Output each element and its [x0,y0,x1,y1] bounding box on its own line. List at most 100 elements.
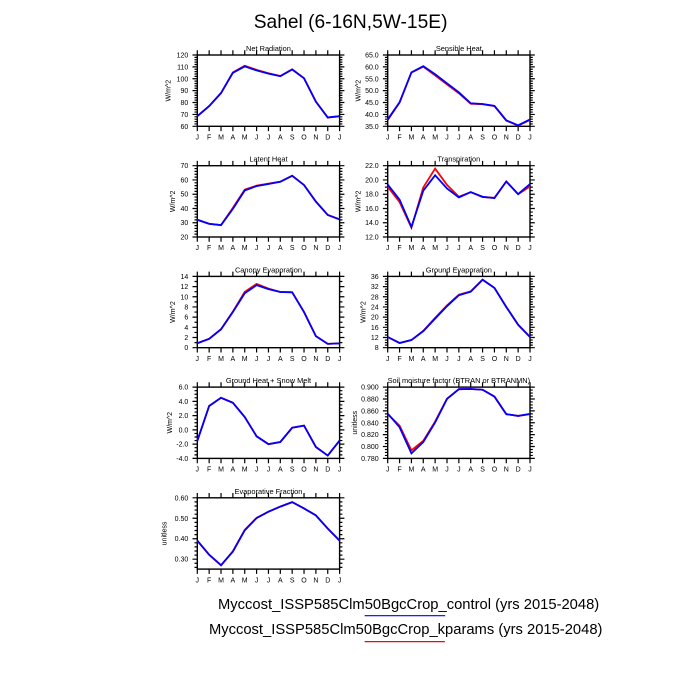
svg-text:D: D [516,245,521,252]
svg-text:M: M [218,245,224,252]
svg-text:O: O [492,467,498,474]
svg-text:65.0: 65.0 [365,53,379,60]
svg-text:J: J [528,467,532,474]
svg-text:D: D [325,135,330,142]
svg-text:M: M [218,135,224,142]
svg-text:60: 60 [181,177,189,184]
svg-text:50: 50 [181,192,189,199]
svg-text:0.40: 0.40 [175,536,189,543]
svg-text:Ground Heat + Snow Melt: Ground Heat + Snow Melt [226,376,311,385]
svg-text:Canopy Evaporation: Canopy Evaporation [235,265,302,274]
svg-text:J: J [386,356,390,363]
svg-text:J: J [386,467,390,474]
svg-text:O: O [492,356,498,363]
svg-text:M: M [432,135,438,142]
svg-text:D: D [516,467,521,474]
svg-text:J: J [255,467,259,474]
svg-text:4.0: 4.0 [179,399,189,406]
svg-text:F: F [207,577,211,584]
svg-text:0.0: 0.0 [179,427,189,434]
svg-text:0.780: 0.780 [361,456,379,463]
svg-text:F: F [397,356,401,363]
svg-text:0.880: 0.880 [361,396,379,403]
svg-text:M: M [242,356,248,363]
svg-text:J: J [445,135,449,142]
svg-text:10: 10 [181,294,189,301]
svg-text:J: J [267,356,271,363]
svg-text:D: D [325,577,330,584]
svg-text:S: S [290,577,295,584]
svg-text:W/m^2: W/m^2 [170,301,177,323]
svg-text:20: 20 [181,235,189,242]
svg-text:8: 8 [375,345,379,352]
svg-text:A: A [231,356,236,363]
svg-text:M: M [218,356,224,363]
svg-text:M: M [432,245,438,252]
svg-text:2.0: 2.0 [179,413,189,420]
svg-text:A: A [421,467,426,474]
svg-text:J: J [338,356,342,363]
svg-text:32: 32 [371,284,379,291]
svg-text:M: M [242,577,248,584]
svg-text:D: D [325,245,330,252]
svg-text:55.0: 55.0 [365,76,379,83]
svg-text:M: M [242,467,248,474]
svg-text:0.30: 0.30 [175,557,189,564]
svg-text:M: M [408,467,414,474]
svg-text:40.0: 40.0 [365,112,379,119]
svg-text:0: 0 [184,345,188,352]
svg-text:Sahel (6-16N,5W-15E): Sahel (6-16N,5W-15E) [254,12,448,33]
svg-text:36: 36 [371,274,379,281]
svg-text:0.60: 0.60 [175,495,189,502]
svg-text:J: J [445,245,449,252]
svg-text:F: F [397,245,401,252]
svg-text:J: J [528,356,532,363]
svg-text:22.0: 22.0 [365,163,379,170]
svg-text:70: 70 [181,163,189,170]
svg-text:A: A [278,245,283,252]
svg-text:O: O [301,245,307,252]
svg-text:D: D [325,467,330,474]
svg-text:M: M [218,577,224,584]
svg-text:60: 60 [181,124,189,131]
svg-text:8: 8 [184,304,188,311]
svg-text:70: 70 [181,112,189,119]
svg-text:A: A [278,135,283,142]
svg-text:A: A [231,245,236,252]
svg-text:N: N [313,577,318,584]
svg-text:S: S [480,135,485,142]
svg-text:D: D [516,356,521,363]
svg-text:W/m^2: W/m^2 [355,80,362,102]
svg-text:M: M [432,467,438,474]
svg-text:W/m^2: W/m^2 [361,301,368,323]
svg-text:J: J [255,577,259,584]
svg-text:S: S [290,245,295,252]
svg-text:40: 40 [181,206,189,213]
svg-text:35.0: 35.0 [365,124,379,131]
svg-text:J: J [528,245,532,252]
svg-text:50.0: 50.0 [365,88,379,95]
svg-text:W/m^2: W/m^2 [167,412,174,434]
svg-text:Transpiration: Transpiration [437,155,480,164]
svg-text:D: D [516,135,521,142]
svg-text:J: J [338,245,342,252]
svg-text:A: A [468,135,473,142]
svg-text:100: 100 [177,76,189,83]
svg-text:O: O [492,245,498,252]
svg-text:J: J [196,245,200,252]
svg-text:A: A [468,356,473,363]
svg-text:S: S [480,356,485,363]
svg-text:W/m^2: W/m^2 [170,190,177,212]
svg-text:N: N [504,467,509,474]
svg-text:O: O [301,356,307,363]
svg-text:A: A [278,356,283,363]
svg-text:120: 120 [177,53,189,60]
svg-text:J: J [386,135,390,142]
svg-text:A: A [278,467,283,474]
svg-text:S: S [290,135,295,142]
svg-text:20.0: 20.0 [365,177,379,184]
svg-text:A: A [231,135,236,142]
svg-text:N: N [313,356,318,363]
svg-text:12.0: 12.0 [365,235,379,242]
svg-text:6.0: 6.0 [179,385,189,392]
